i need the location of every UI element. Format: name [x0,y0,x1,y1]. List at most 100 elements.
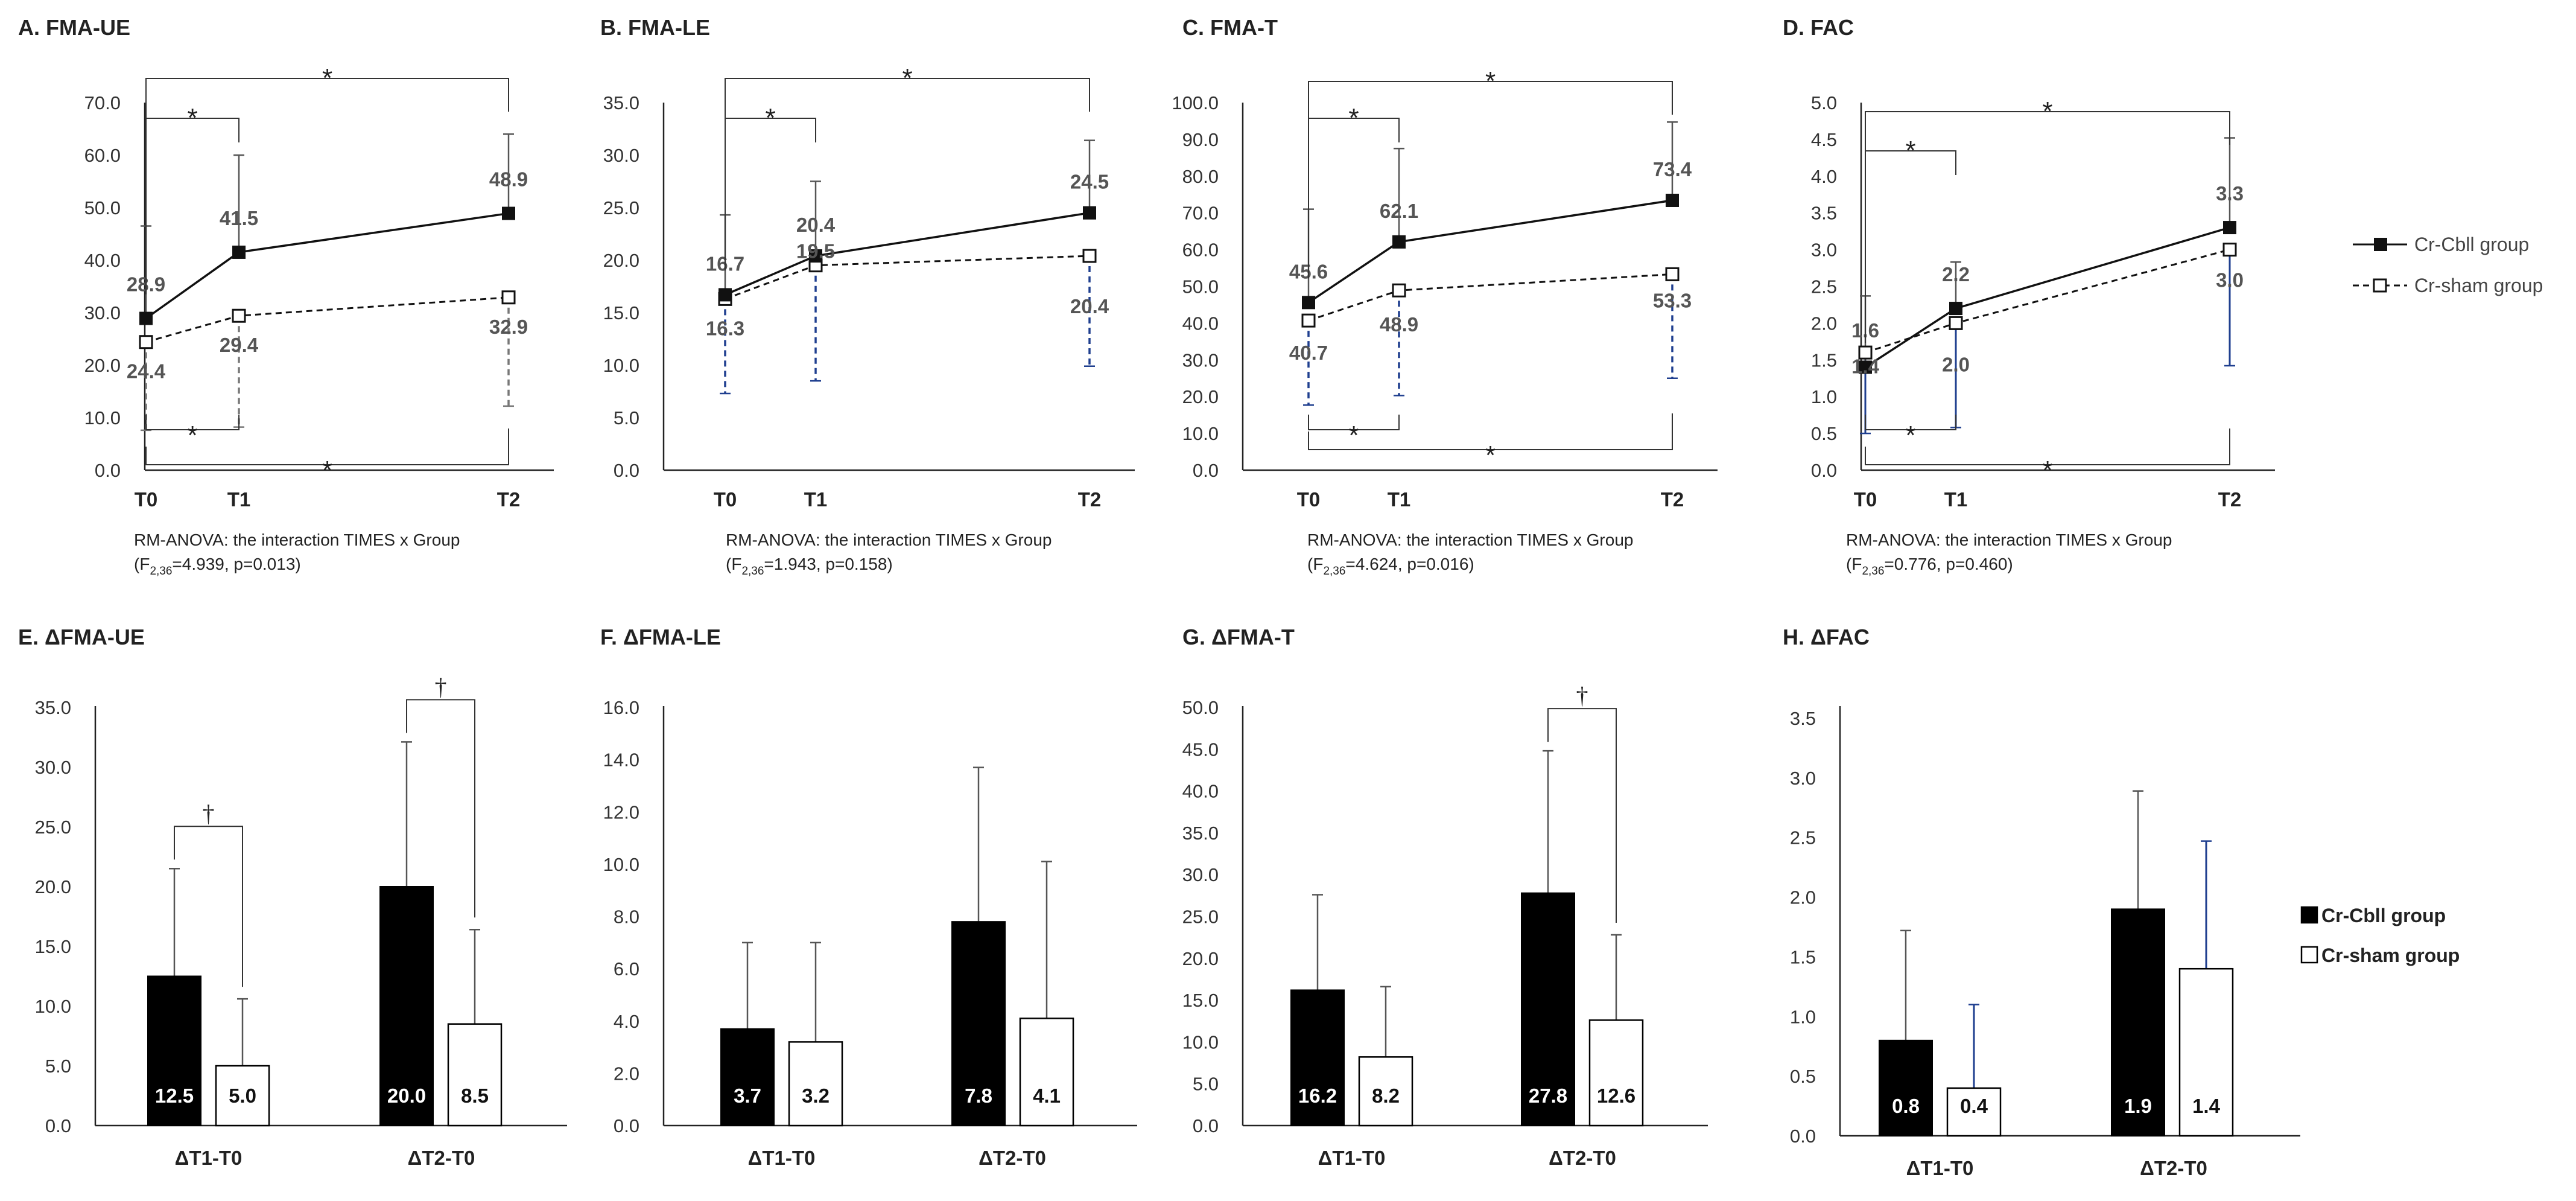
y-tick-label: 50.0 [1182,697,1219,718]
y-tick-label: 5.0 [45,1056,71,1077]
y-tick-label: 70.0 [84,92,121,113]
bar-sham [215,1065,270,1127]
y-tick-label: 16.0 [603,697,639,718]
marker-sham [1082,249,1097,263]
stat-open: (F [726,555,741,573]
y-tick-label: 60.0 [1182,240,1219,261]
x-category-label: ΔT2-T0 [1549,1147,1616,1169]
y-tick-label: 0.0 [45,1115,71,1136]
y-tick-label: 0.0 [1193,460,1219,481]
bar-sham [1019,1018,1074,1127]
y-tick-label: 12.0 [603,801,639,823]
marker-cbll [1302,296,1315,310]
y-tick-label: 10.0 [35,996,71,1017]
sig-bracket [1308,415,1400,430]
y-tick-label: 3.0 [1790,768,1816,789]
bar-label: 16.2 [1298,1085,1337,1107]
marker-sham [1301,313,1316,328]
legend-label: Cr-Cbll group [2414,234,2529,255]
chart-title: H. ΔFAC [1783,625,1870,649]
chart-title: G. ΔFMA-T [1182,625,1295,649]
y-tick-label: 2.0 [614,1063,639,1084]
sig-bracket [1547,708,1617,923]
stat-value: =4.939, p=0.013) [172,555,300,573]
legend-top: Cr-Cbll group Cr-sham group [2353,234,2543,296]
bar-label: 0.8 [1892,1095,1920,1117]
bar-label: 4.1 [1033,1085,1061,1107]
y-tick-label: 0.5 [1811,423,1837,444]
bar-label: 27.8 [1529,1085,1567,1107]
y-tick-label: 2.5 [1811,276,1837,298]
bar-label: 3.2 [802,1085,830,1107]
y-tick-label: 3.5 [1811,203,1837,224]
y-tick-label: 0.0 [614,1115,639,1136]
x-category-label: ΔT2-T0 [2140,1157,2207,1179]
y-tick-label: 2.5 [1790,827,1816,849]
marker-cbll [1666,193,1679,207]
y-tick-label: 1.5 [1790,946,1816,967]
sig-star: * [1485,441,1496,470]
data-label: 3.3 [2216,182,2244,205]
stat-value: =1.943, p=0.158) [764,555,892,573]
line-chart-2: B. FMA-LE 0.0 5.0 10.0 15.0 20.0 25.0 30.0 35.0 T… [600,15,1135,578]
y-tick-label: 2.0 [1811,313,1837,334]
series-line-cbll [1865,226,2230,368]
y-tick-label: 40.0 [1182,781,1219,802]
series-line-cbll [145,212,509,319]
y-tick-label: 15.0 [35,936,71,957]
sig-star: * [187,103,197,133]
sig-bracket [145,415,240,430]
chart-title: E. ΔFMA-UE [18,625,145,649]
bar-label: 8.5 [461,1085,489,1107]
marker-cbll [1859,360,1872,374]
y-tick-label: 10.0 [1182,1031,1219,1053]
data-label: 19.5 [796,240,835,263]
sig-bracket [1865,415,1956,430]
sig-bracket [406,699,475,918]
series-line-sham [1308,273,1673,322]
data-label: 48.9 [1380,313,1418,336]
stat-open: (F [1307,555,1323,573]
stat-value: =0.776, p=0.460) [1884,555,2013,573]
x-tick-label: T1 [1388,488,1411,511]
data-label: 29.4 [220,334,259,356]
sig-bracket [1865,150,1956,343]
marker-sham [1949,316,1963,330]
line-chart-3: C. FMA-T 0.0 10.0 20.0 30.0 40.0 50.0 60.0 70.0 8… [1172,15,1718,578]
sig-dagger: † [1576,682,1588,709]
y-tick-label: 35.0 [603,92,639,113]
y-tick-label: 15.0 [1182,990,1219,1011]
y-tick-label: 0.0 [95,460,121,481]
x-category-label: ΔT2-T0 [979,1147,1046,1169]
bar-sham [2178,967,2234,1137]
marker-sham [1392,283,1406,298]
series-line-cbll [1308,199,1673,304]
marker-cbll [809,249,822,263]
data-label: 2.0 [1942,353,1970,375]
y-tick-label: 50.0 [84,197,121,218]
data-label: 24.4 [127,360,166,383]
x-tick-label: T0 [1297,488,1321,511]
legend-swatch [2300,946,2318,964]
y-tick-label: 10.0 [84,407,121,428]
bar-chart-1: E. ΔFMA-UE 0.0 5.0 10.0 15.0 20.0 25.0 30.0 35.0… [18,625,567,1169]
bar-label: 12.6 [1597,1085,1635,1107]
y-tick-label: 6.0 [614,958,639,980]
series-line-sham [145,296,509,343]
y-tick-label: 30.0 [603,145,639,166]
legend-swatch [2300,906,2318,924]
y-tick-label: 4.0 [614,1011,639,1032]
stat-open: (F [134,555,150,573]
x-tick-label: T1 [804,488,828,511]
bar-label: 0.4 [1960,1095,1988,1117]
y-tick-label: 0.0 [1790,1126,1816,1147]
sig-dagger: † [203,800,215,827]
x-category-label: ΔT2-T0 [408,1147,475,1169]
y-tick-label: 20.0 [84,355,121,376]
y-tick-label: 30.0 [1182,864,1219,885]
y-tick-label: 20.0 [1182,386,1219,407]
stats-note: RM-ANOVA: the interaction TIMES x Group [134,530,460,549]
stat-value: =4.624, p=0.016) [1345,555,1474,573]
data-label: 53.3 [1653,289,1692,311]
line-chart-4: D. FAC 0.0 0.5 1.0 1.5 2.0 2.5 3.0 3.5 4.0 4.5 5.0 T… [1783,15,2275,578]
